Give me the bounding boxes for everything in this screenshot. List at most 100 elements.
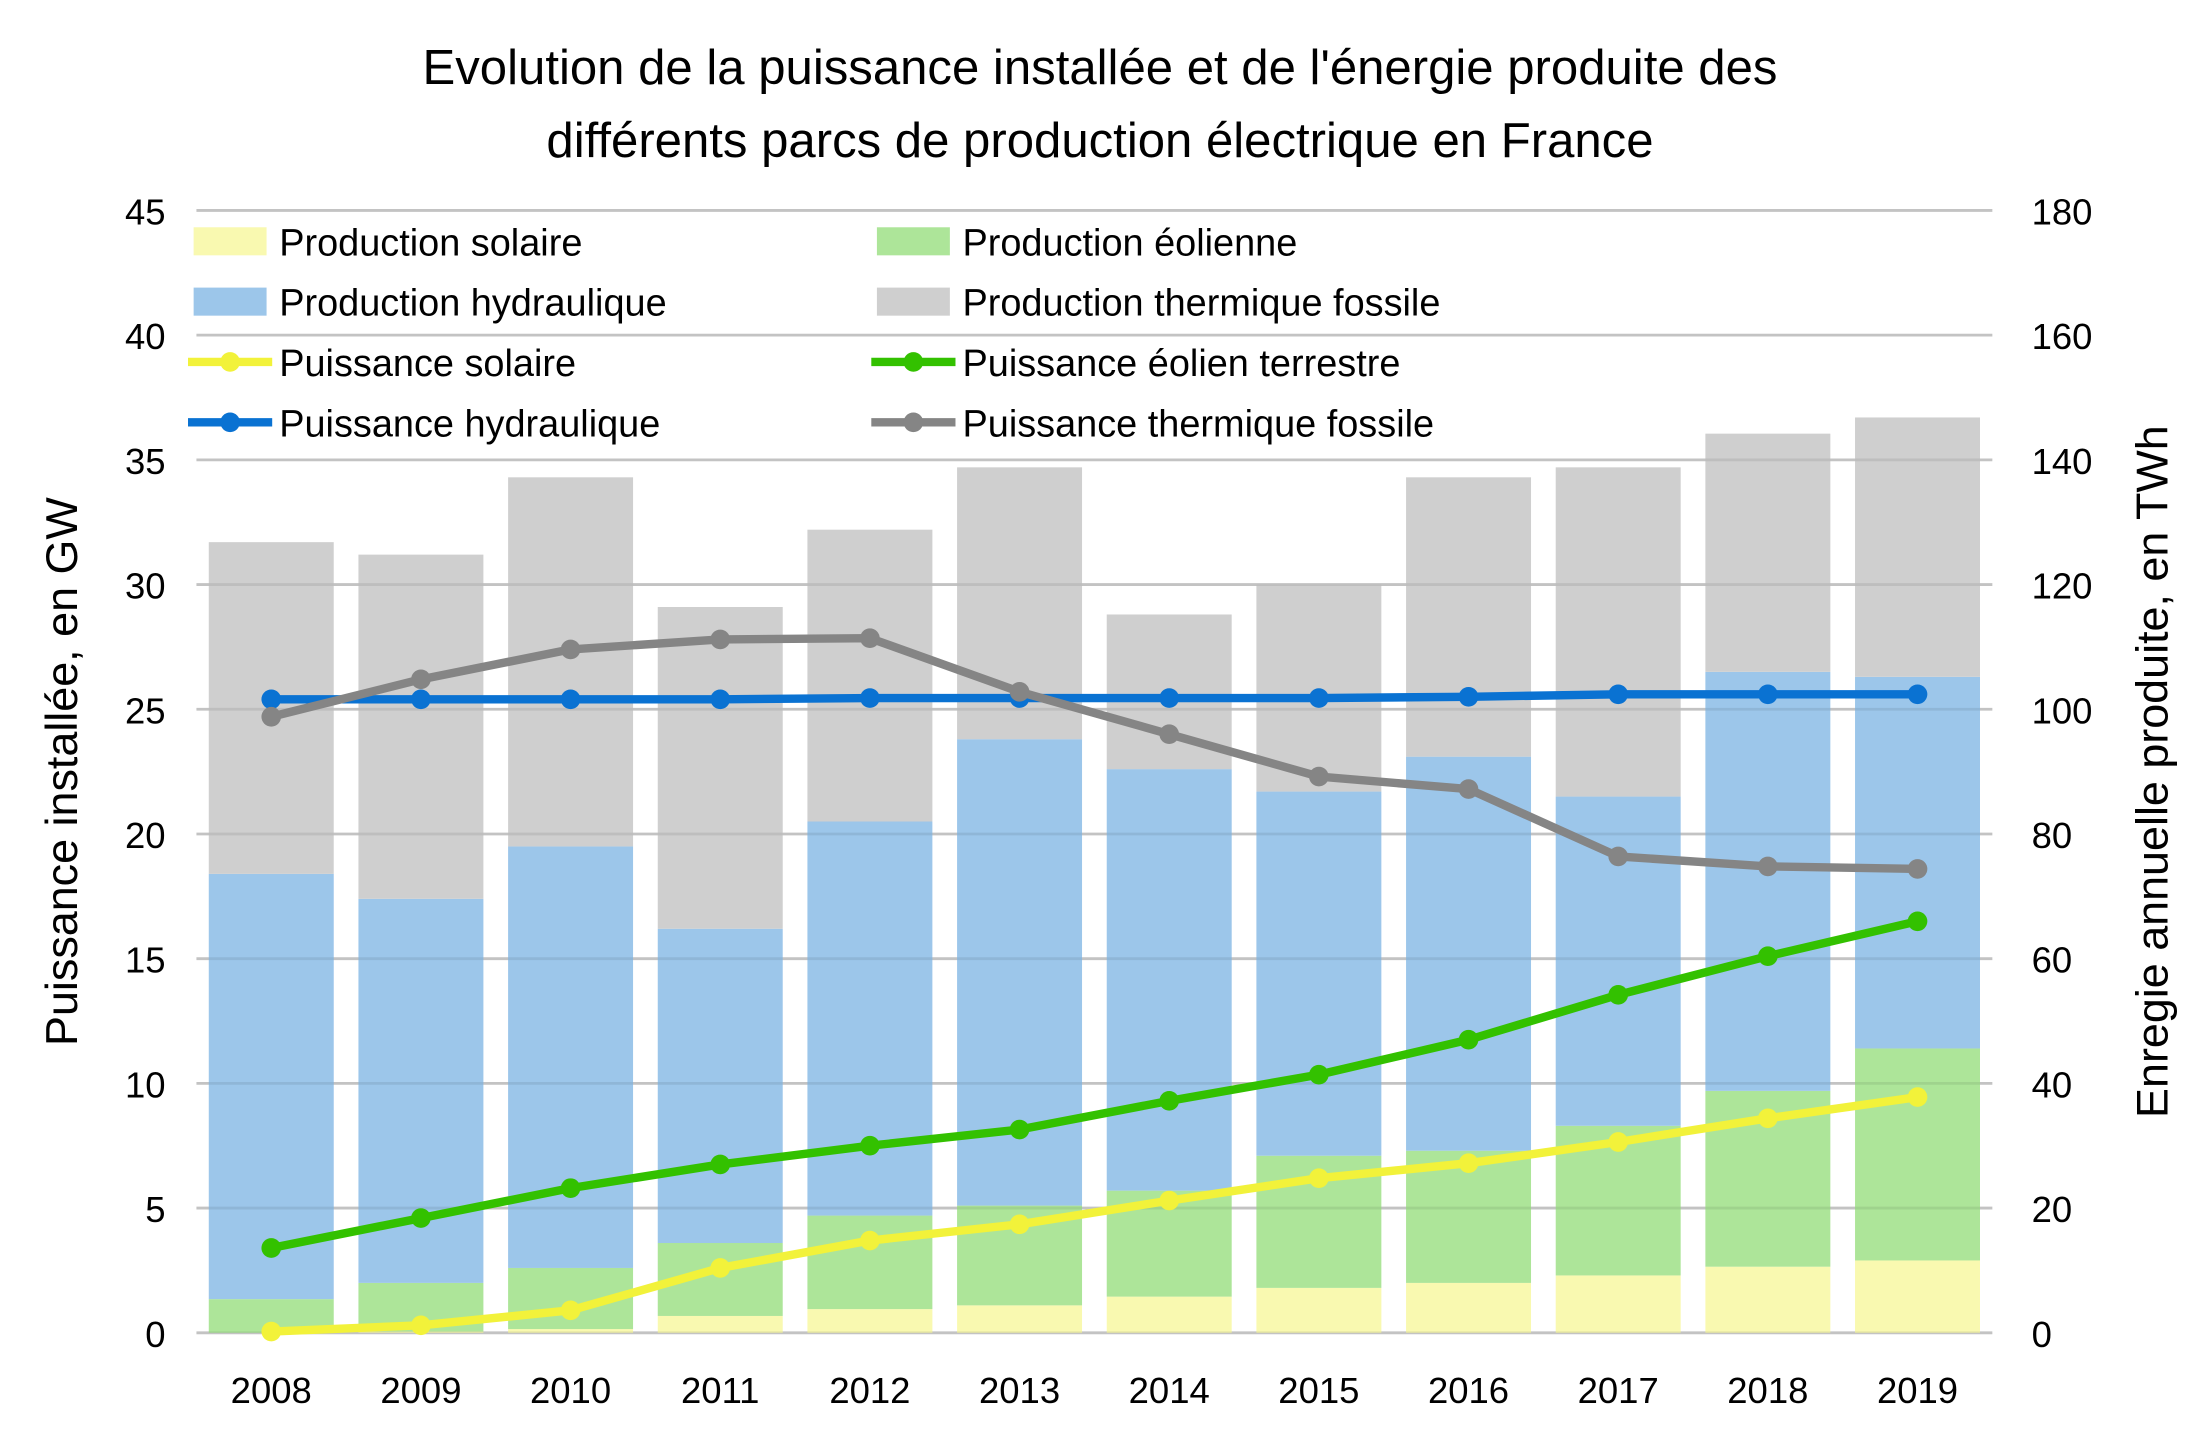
point-puissance-olien-terrestre-2014 — [1159, 1091, 1180, 1111]
point-puissance-solaire-2014 — [1159, 1190, 1180, 1211]
bar-production-solaire-2015 — [1256, 1287, 1382, 1333]
bar-production-solaire-2017 — [1555, 1275, 1681, 1333]
y-tick-label: 35 — [125, 441, 166, 482]
chart-title: Evolution de la puissance installée et d… — [423, 41, 1778, 168]
x-tick-label: 2013 — [979, 1370, 1060, 1411]
legend-label: Puissance solaire — [279, 343, 576, 385]
point-puissance-thermique-fossile-2008 — [261, 706, 282, 727]
point-puissance-solaire-2015 — [1309, 1168, 1329, 1188]
point-puissance-olien-terrestre-2019 — [1907, 911, 1928, 932]
bar-production-thermique-fossile-2018 — [1705, 433, 1831, 672]
bar-production-thermique-fossile-2019 — [1855, 417, 1980, 677]
line-puissance-hydraulique — [271, 690, 1918, 704]
y2-tick-label: 160 — [2032, 316, 2093, 357]
bar-production-olienne-2012 — [807, 1215, 933, 1310]
point-puissance-solaire-2018 — [1758, 1108, 1778, 1129]
point-puissance-olien-terrestre-2009 — [411, 1208, 431, 1228]
point-puissance-thermique-fossile-2012 — [860, 628, 880, 649]
x-tick-label: 2012 — [829, 1370, 910, 1411]
bar-production-solaire-2014 — [1106, 1296, 1232, 1333]
point-puissance-thermique-fossile-2015 — [1309, 766, 1329, 787]
bar-production-hydraulique-2018 — [1705, 671, 1831, 1091]
y2-tick-label: 100 — [2032, 690, 2093, 731]
y-tick-label: 25 — [125, 690, 166, 731]
bar-production-hydraulique-2008 — [208, 873, 334, 1300]
bar-production-hydraulique-2017 — [1555, 796, 1681, 1126]
legend-marker — [903, 412, 924, 433]
y-tick-label: 15 — [125, 940, 166, 981]
y-tick-label: 45 — [125, 191, 166, 232]
y2-tick-label: 80 — [2032, 815, 2073, 856]
x-tick-label: 2008 — [231, 1370, 312, 1411]
bar-production-hydraulique-2016 — [1406, 756, 1532, 1151]
point-puissance-solaire-2008 — [261, 1321, 282, 1342]
bar-production-solaire-2018 — [1705, 1266, 1831, 1333]
point-puissance-olien-terrestre-2008 — [261, 1238, 282, 1258]
bar-production-thermique-fossile-2015 — [1256, 584, 1382, 792]
bar-production-solaire-2011 — [657, 1315, 783, 1333]
legend-label: Puissance hydraulique — [279, 403, 660, 445]
point-puissance-hydraulique-2016 — [1458, 686, 1479, 707]
bar-production-solaire-2010 — [508, 1329, 634, 1333]
y-tick-label: 20 — [125, 815, 166, 856]
bar-production-hydraulique-2015 — [1256, 791, 1382, 1156]
y2-tick-label: 180 — [2032, 191, 2093, 232]
bar-production-solaire-2013 — [957, 1305, 1083, 1333]
y-axis-left-title: Puissance installée, en GW — [36, 497, 87, 1046]
point-puissance-thermique-fossile-2014 — [1159, 724, 1180, 745]
point-puissance-thermique-fossile-2016 — [1458, 779, 1479, 799]
legend-marker — [220, 352, 240, 372]
legend: Production solaire Production éolienne Pro… — [188, 222, 1440, 445]
point-puissance-hydraulique-2010 — [560, 689, 581, 710]
line-puissance-olien-terrestre — [270, 917, 1919, 1253]
y2-tick-label: 120 — [2032, 566, 2093, 607]
y-axis-right-title: Enregie annuelle produite, en TWh — [2127, 425, 2178, 1118]
chart-title-line-2: différents parcs de production électriqu… — [546, 114, 1653, 168]
point-puissance-thermique-fossile-2009 — [411, 669, 431, 690]
point-puissance-olien-terrestre-2012 — [860, 1135, 880, 1156]
point-puissance-hydraulique-2011 — [710, 689, 731, 710]
y-tick-label: 40 — [125, 316, 166, 357]
point-puissance-hydraulique-2017 — [1608, 684, 1629, 705]
x-tick-label: 2009 — [380, 1370, 461, 1411]
bar-production-hydraulique-2011 — [657, 928, 783, 1244]
point-puissance-thermique-fossile-2011 — [710, 629, 731, 650]
point-puissance-hydraulique-2012 — [860, 688, 880, 708]
y-axis-right-ticks: 0 20 40 60 80 100 120 140 160 180 — [2032, 191, 2093, 1354]
point-puissance-hydraulique-2008 — [261, 689, 282, 710]
point-puissance-thermique-fossile-2013 — [1009, 681, 1030, 702]
bar-production-hydraulique-2014 — [1106, 769, 1232, 1191]
point-puissance-thermique-fossile-2010 — [560, 639, 581, 660]
point-puissance-olien-terrestre-2010 — [560, 1178, 581, 1198]
bar-production-thermique-fossile-2012 — [807, 529, 933, 822]
y2-tick-label: 60 — [2032, 940, 2073, 981]
legend-label: Puissance thermique fossile — [963, 403, 1435, 445]
legend-label: Production hydraulique — [279, 283, 666, 325]
point-puissance-thermique-fossile-2017 — [1608, 846, 1629, 867]
point-puissance-olien-terrestre-2011 — [710, 1154, 731, 1175]
y2-tick-label: 140 — [2032, 441, 2093, 482]
legend-label: Puissance éolien terrestre — [963, 343, 1401, 385]
y2-tick-label: 0 — [2032, 1314, 2052, 1355]
legend-swatch — [193, 227, 267, 256]
legend-label: Production éolienne — [963, 222, 1298, 264]
point-puissance-olien-terrestre-2018 — [1758, 946, 1778, 967]
point-puissance-solaire-2009 — [411, 1315, 431, 1336]
bar-production-hydraulique-2010 — [508, 846, 634, 1268]
x-tick-label: 2016 — [1428, 1370, 1509, 1411]
point-puissance-hydraulique-2018 — [1758, 684, 1778, 705]
x-tick-label: 2011 — [681, 1370, 759, 1411]
x-tick-label: 2015 — [1278, 1370, 1359, 1411]
point-puissance-thermique-fossile-2018 — [1758, 856, 1778, 877]
point-puissance-olien-terrestre-2015 — [1309, 1064, 1329, 1085]
y-tick-label: 5 — [145, 1189, 165, 1230]
x-tick-label: 2017 — [1578, 1370, 1659, 1411]
bar-production-solaire-2012 — [807, 1309, 933, 1333]
y-tick-label: 0 — [145, 1314, 165, 1355]
point-puissance-solaire-2010 — [560, 1300, 581, 1321]
x-tick-label: 2019 — [1877, 1370, 1958, 1411]
legend-swatch — [193, 287, 267, 316]
point-puissance-solaire-2012 — [860, 1230, 880, 1251]
line-puissance-solaire — [271, 1092, 1919, 1336]
legend-swatch — [876, 287, 950, 316]
